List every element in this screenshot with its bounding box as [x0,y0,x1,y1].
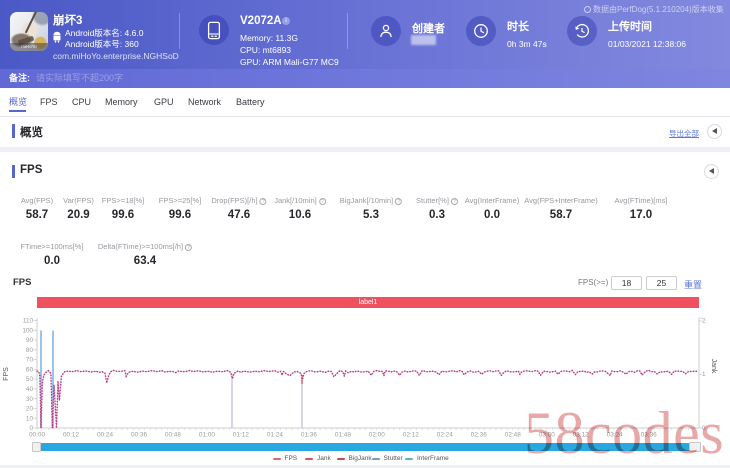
svg-text:90: 90 [26,337,34,344]
svg-text:00:36: 00:36 [131,432,147,439]
svg-text:00:00: 00:00 [29,432,45,439]
svg-text:100: 100 [22,327,33,334]
svg-text:03:12: 03:12 [573,432,589,439]
svg-text:80: 80 [26,347,34,354]
svg-text:03:00: 03:00 [539,432,555,439]
svg-text:01:00: 01:00 [199,432,215,439]
svg-text:02:24: 02:24 [437,432,453,439]
svg-text:60: 60 [26,367,34,374]
svg-text:00:12: 00:12 [63,432,79,439]
svg-text:70: 70 [26,357,34,364]
svg-text:02:48: 02:48 [505,432,521,439]
svg-text:02:00: 02:00 [369,432,385,439]
svg-text:1: 1 [702,371,706,378]
svg-text:00:48: 00:48 [165,432,181,439]
svg-text:00:24: 00:24 [97,432,113,439]
svg-text:2: 2 [702,318,706,325]
svg-text:01:24: 01:24 [267,432,283,439]
svg-text:03:36: 03:36 [641,432,657,439]
svg-text:50: 50 [26,376,34,383]
svg-text:30: 30 [26,396,34,403]
svg-text:10: 10 [26,415,34,422]
svg-text:01:12: 01:12 [233,432,249,439]
svg-text:Jank: Jank [710,359,717,374]
svg-text:20: 20 [26,406,34,413]
svg-text:40: 40 [26,386,34,393]
svg-text:01:36: 01:36 [301,432,317,439]
svg-text:02:12: 02:12 [403,432,419,439]
svg-text:02:36: 02:36 [471,432,487,439]
svg-text:FPS: FPS [3,367,10,381]
svg-text:0: 0 [29,425,33,432]
svg-text:0: 0 [702,425,706,432]
svg-text:01:48: 01:48 [335,432,351,439]
svg-text:110: 110 [23,318,34,325]
svg-text:03:24: 03:24 [607,432,623,439]
